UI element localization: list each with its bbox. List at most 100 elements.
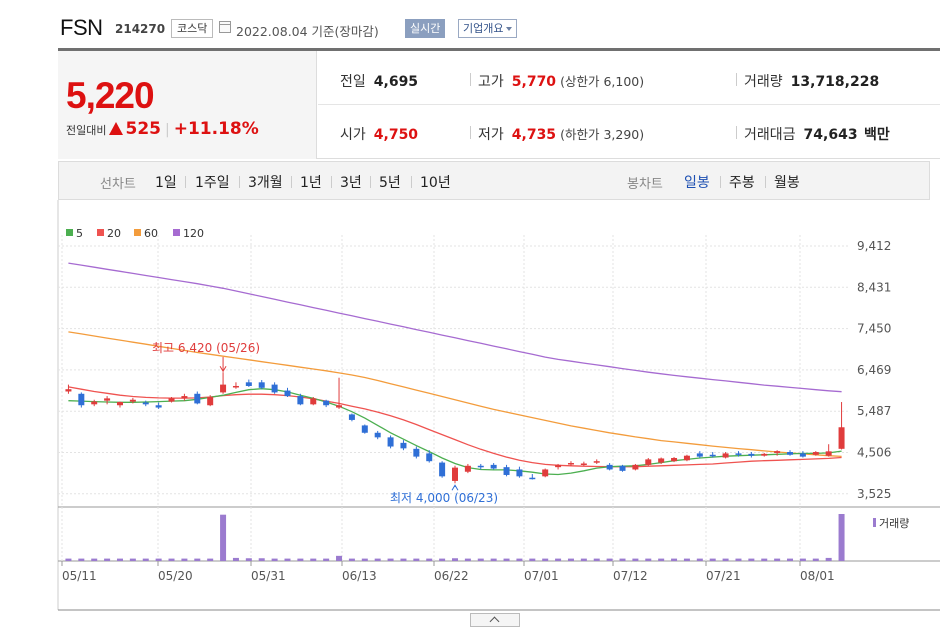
ma60-line bbox=[68, 331, 842, 458]
candle-body bbox=[606, 464, 613, 470]
candle-body bbox=[116, 402, 123, 406]
candle-05-30 bbox=[245, 379, 252, 387]
candle-07-15 bbox=[658, 457, 665, 464]
volume-bar bbox=[310, 558, 317, 561]
volume-bar bbox=[181, 558, 188, 561]
expand-chart-button[interactable] bbox=[470, 613, 520, 627]
volume-bar bbox=[65, 558, 72, 561]
candle-body bbox=[155, 405, 162, 408]
prev-close: 전일 4,695 bbox=[340, 71, 418, 91]
candle-07-20 bbox=[696, 451, 703, 458]
candle-body bbox=[735, 453, 742, 455]
candle-06-21 bbox=[426, 450, 433, 463]
candle-monthly[interactable]: 월봉 bbox=[774, 175, 800, 191]
candle-body bbox=[348, 414, 355, 420]
period-divider bbox=[239, 176, 240, 188]
stock-code: 214270 bbox=[115, 22, 166, 36]
candle-07-12 bbox=[619, 464, 626, 472]
candle-07-08 bbox=[593, 459, 600, 464]
volume-bar bbox=[452, 558, 458, 561]
candle-body bbox=[258, 382, 265, 388]
candle-body bbox=[129, 399, 136, 402]
candle-body bbox=[78, 393, 85, 406]
candle-body bbox=[722, 453, 729, 458]
candle-07-13 bbox=[632, 463, 639, 471]
candle-weekly[interactable]: 주봉 bbox=[729, 175, 755, 191]
candle-chart-label: 봉차트 bbox=[627, 177, 663, 192]
legend-label-ma20: 20 bbox=[107, 227, 121, 240]
period-1y[interactable]: 1년 bbox=[300, 175, 322, 191]
candle-daily[interactable]: 일봉 bbox=[684, 175, 710, 191]
volume-bar bbox=[503, 558, 510, 561]
candle-body bbox=[104, 398, 111, 401]
candle-body bbox=[490, 464, 497, 469]
candle-05-10 bbox=[65, 384, 72, 394]
period-3y[interactable]: 3년 bbox=[340, 175, 362, 191]
volume-bar bbox=[683, 558, 690, 561]
low-price: 저가 4,735 (하한가 3,290) bbox=[478, 124, 644, 144]
volume-bar bbox=[245, 558, 252, 561]
volume-bar bbox=[735, 558, 742, 561]
low-value: 4,735 bbox=[511, 127, 557, 143]
candle-06-07 bbox=[297, 393, 304, 406]
legend-label-ma60: 60 bbox=[144, 227, 158, 240]
volume-bar bbox=[323, 558, 330, 561]
volume-legend-swatch bbox=[873, 518, 876, 527]
line-chart-label: 선차트 bbox=[100, 177, 136, 192]
candle-05-24 bbox=[194, 391, 201, 405]
candle-body bbox=[787, 452, 794, 455]
candle-body bbox=[477, 465, 484, 468]
current-price: 5,220 bbox=[66, 75, 155, 116]
period-10y[interactable]: 10년 bbox=[420, 175, 451, 191]
volume-bar bbox=[387, 558, 394, 561]
volume-bar bbox=[580, 558, 587, 561]
candle-07-21 bbox=[709, 452, 716, 458]
period-divider bbox=[765, 176, 766, 188]
candle-body bbox=[400, 442, 407, 449]
candle-07-07 bbox=[580, 461, 587, 466]
candle-06-28 bbox=[490, 463, 497, 470]
candle-body bbox=[619, 465, 626, 471]
legend-swatch-ma120 bbox=[173, 229, 180, 236]
quote-divider bbox=[736, 73, 737, 86]
candle-body bbox=[838, 427, 845, 449]
company-overview-dropdown[interactable]: 기업개요 bbox=[458, 19, 518, 38]
candle-body bbox=[220, 384, 227, 393]
volume-bar bbox=[696, 558, 703, 561]
candle-body bbox=[194, 393, 201, 404]
period-3m[interactable]: 3개월 bbox=[248, 175, 283, 191]
low-arrow-icon bbox=[451, 484, 459, 491]
candle-05-26 bbox=[220, 372, 227, 394]
candle-07-04 bbox=[542, 468, 549, 478]
y-tick-label: 5,487 bbox=[857, 404, 891, 418]
candle-body bbox=[645, 459, 652, 465]
chevron-down-icon bbox=[506, 27, 513, 31]
legend-label-ma120: 120 bbox=[183, 227, 204, 240]
candle-05-12 bbox=[91, 399, 98, 407]
period-1d[interactable]: 1일 bbox=[155, 175, 177, 191]
volume-bar bbox=[348, 558, 355, 561]
period-1w[interactable]: 1주일 bbox=[195, 175, 230, 191]
realtime-button[interactable]: 실시간 bbox=[405, 19, 446, 38]
volume-bar bbox=[78, 558, 85, 561]
candle-07-22 bbox=[722, 452, 729, 459]
period-divider bbox=[331, 176, 332, 188]
current-price-box: 5,220 전일대비 525 | +11.18% bbox=[58, 51, 317, 159]
lower-limit-label: (하한가 bbox=[560, 127, 600, 142]
volume-bar bbox=[297, 558, 304, 561]
volume-bar bbox=[632, 558, 639, 561]
trade-amount: 거래대금 74,643 백만 bbox=[744, 124, 890, 144]
candle-body bbox=[812, 452, 819, 455]
y-tick-label: 6,469 bbox=[857, 363, 891, 377]
period-5y[interactable]: 5년 bbox=[379, 175, 401, 191]
candlestick-chart: 5 20 60 120 9,412 8,431 7,450 6,469 5,487 4,506 3… bbox=[57, 200, 940, 611]
low-annotation: 최저 4,000 (06/23) bbox=[390, 491, 498, 505]
candle-05-27 bbox=[232, 382, 239, 389]
volume-bar bbox=[761, 558, 768, 561]
legend-swatch-ma20 bbox=[97, 229, 104, 236]
candle-06-22 bbox=[439, 461, 446, 478]
volume-bar bbox=[232, 557, 239, 561]
volume-bar bbox=[220, 514, 227, 561]
trade-amount-label: 거래대금 bbox=[744, 127, 796, 143]
volume-bar bbox=[413, 558, 420, 561]
